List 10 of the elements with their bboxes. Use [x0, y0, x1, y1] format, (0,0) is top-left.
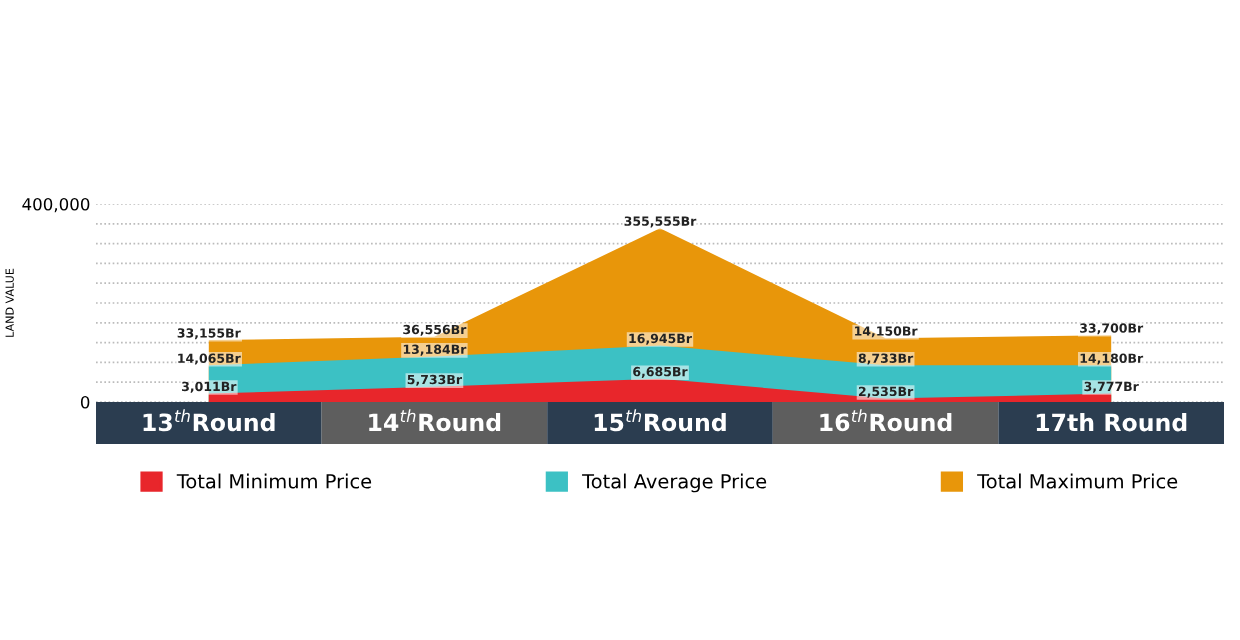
x-tick-label: 14$^{th}$Round [369, 409, 501, 432]
y-tick-label: 400,000 [22, 197, 90, 213]
x-tick-label: 16$^{th}$Round [820, 409, 952, 432]
legend-label: Total Maximum Price [977, 473, 1178, 489]
x-tick-label: 17th Round [1036, 413, 1187, 432]
legend-label: Total Average Price [582, 473, 767, 493]
x-tick-label: 13$^{th}$Round [143, 409, 275, 432]
legend-label: Total Minimum Price [176, 473, 372, 489]
y-tick-label: 0 [80, 395, 90, 409]
x-tick-label: 15$^{th}$Round [594, 409, 726, 432]
